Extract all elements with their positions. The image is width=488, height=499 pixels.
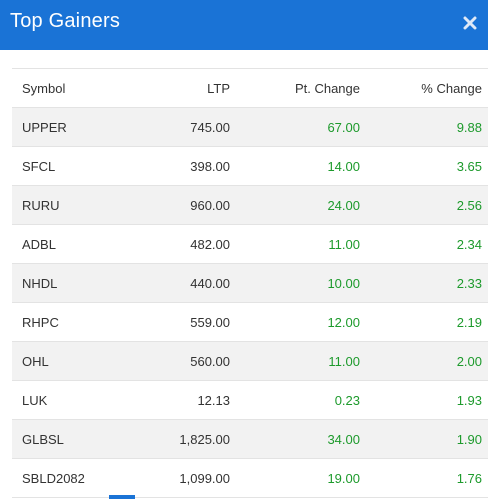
ltp-cell: 398.00: [133, 146, 231, 186]
pt-change-cell: 0.23: [231, 380, 361, 420]
column-header-pt-change[interactable]: Pt. Change: [231, 68, 361, 108]
table-row[interactable]: OHL 560.00 11.00 2.00: [12, 341, 488, 381]
symbol-cell: RHPC: [12, 302, 133, 342]
pt-change-cell: 34.00: [231, 419, 361, 459]
ltp-cell: 440.00: [133, 263, 231, 303]
table-row[interactable]: LUK 12.13 0.23 1.93: [12, 380, 488, 420]
table-row[interactable]: NHDL 440.00 10.00 2.33: [12, 263, 488, 303]
pct-change-cell: 1.90: [361, 419, 488, 459]
pct-change-cell: 3.65: [361, 146, 488, 186]
pct-change-cell: 9.88: [361, 107, 488, 147]
ltp-cell: 12.13: [133, 380, 231, 420]
symbol-cell: SBLD2082: [12, 458, 133, 498]
pt-change-cell: 11.00: [231, 224, 361, 264]
ltp-cell: 559.00: [133, 302, 231, 342]
pt-change-cell: 14.00: [231, 146, 361, 186]
scroll-indicator[interactable]: [109, 495, 135, 499]
modal-title: Top Gainers: [10, 9, 121, 32]
column-header-ltp[interactable]: LTP: [133, 68, 231, 108]
pct-change-cell: 2.19: [361, 302, 488, 342]
table-body: UPPER 745.00 67.00 9.88 SFCL 398.00 14.00 3.65 R…: [12, 107, 488, 498]
pt-change-cell: 67.00: [231, 107, 361, 147]
pct-change-cell: 1.93: [361, 380, 488, 420]
pct-change-cell: 1.76: [361, 458, 488, 498]
pt-change-cell: 11.00: [231, 341, 361, 381]
symbol-cell: OHL: [12, 341, 133, 381]
gainers-table: Symbol LTP Pt. Change % Change UPPER 745.…: [12, 68, 488, 498]
symbol-cell: RURU: [12, 185, 133, 225]
symbol-cell: LUK: [12, 380, 133, 420]
ltp-cell: 1,099.00: [133, 458, 231, 498]
pt-change-cell: 19.00: [231, 458, 361, 498]
table-container: Symbol LTP Pt. Change % Change UPPER 745.…: [12, 68, 488, 498]
modal-header: Top Gainers: [0, 0, 488, 50]
symbol-cell: NHDL: [12, 263, 133, 303]
pct-change-cell: 2.33: [361, 263, 488, 303]
ltp-cell: 960.00: [133, 185, 231, 225]
close-icon[interactable]: [460, 13, 480, 33]
table-row[interactable]: RURU 960.00 24.00 2.56: [12, 185, 488, 225]
table-row[interactable]: UPPER 745.00 67.00 9.88: [12, 107, 488, 147]
table-row[interactable]: SBLD2082 1,099.00 19.00 1.76: [12, 458, 488, 498]
symbol-cell: SFCL: [12, 146, 133, 186]
table-row[interactable]: ADBL 482.00 11.00 2.34: [12, 224, 488, 264]
symbol-cell: GLBSL: [12, 419, 133, 459]
table-row[interactable]: RHPC 559.00 12.00 2.19: [12, 302, 488, 342]
pct-change-cell: 2.34: [361, 224, 488, 264]
table-row[interactable]: GLBSL 1,825.00 34.00 1.90: [12, 419, 488, 459]
ltp-cell: 1,825.00: [133, 419, 231, 459]
pct-change-cell: 2.56: [361, 185, 488, 225]
table-header-row: Symbol LTP Pt. Change % Change: [12, 68, 488, 108]
column-header-symbol[interactable]: Symbol: [12, 68, 133, 108]
ltp-cell: 482.00: [133, 224, 231, 264]
symbol-cell: ADBL: [12, 224, 133, 264]
pct-change-cell: 2.00: [361, 341, 488, 381]
table-row[interactable]: SFCL 398.00 14.00 3.65: [12, 146, 488, 186]
ltp-cell: 745.00: [133, 107, 231, 147]
symbol-cell: UPPER: [12, 107, 133, 147]
pt-change-cell: 24.00: [231, 185, 361, 225]
ltp-cell: 560.00: [133, 341, 231, 381]
column-header-pct-change[interactable]: % Change: [361, 68, 488, 108]
pt-change-cell: 12.00: [231, 302, 361, 342]
pt-change-cell: 10.00: [231, 263, 361, 303]
